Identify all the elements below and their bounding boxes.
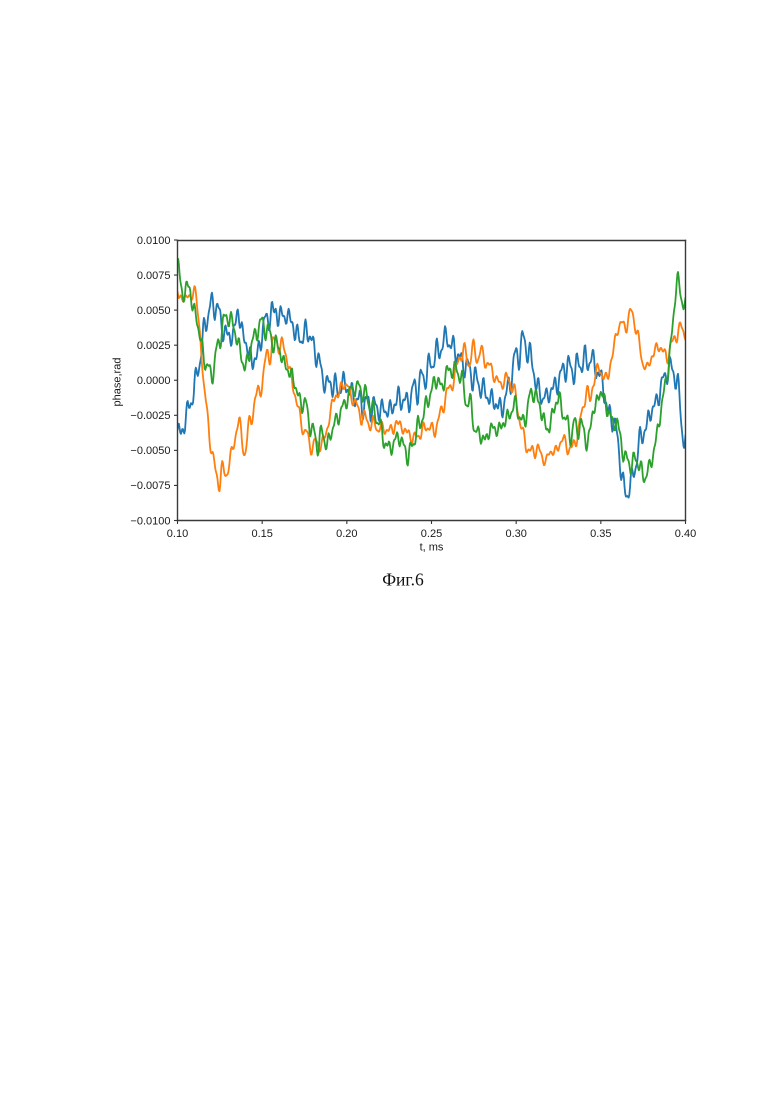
svg-text:0.0025: 0.0025: [137, 340, 171, 352]
svg-text:t, ms: t, ms: [420, 542, 444, 554]
svg-text:0.0000: 0.0000: [137, 375, 171, 387]
svg-text:0.0100: 0.0100: [137, 235, 171, 247]
svg-text:0.35: 0.35: [590, 528, 611, 540]
svg-text:0.20: 0.20: [336, 528, 357, 540]
svg-text:0.30: 0.30: [505, 528, 526, 540]
svg-text:0.40: 0.40: [675, 528, 696, 540]
svg-text:−0.0050: −0.0050: [130, 445, 170, 457]
svg-text:0.15: 0.15: [251, 528, 272, 540]
svg-text:−0.0075: −0.0075: [130, 480, 170, 492]
svg-text:−0.0025: −0.0025: [130, 410, 170, 422]
svg-text:0.25: 0.25: [421, 528, 442, 540]
svg-text:0.0075: 0.0075: [137, 270, 171, 282]
svg-text:Фиг.6: Фиг.6: [382, 570, 424, 590]
svg-text:0.0050: 0.0050: [137, 305, 171, 317]
svg-text:0.10: 0.10: [167, 528, 188, 540]
svg-text:−0.0100: −0.0100: [130, 515, 170, 527]
svg-text:phase,rad: phase,rad: [112, 358, 124, 407]
